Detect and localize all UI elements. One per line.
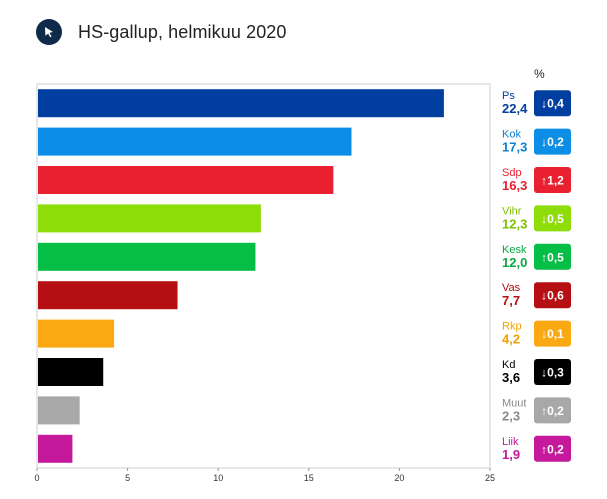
bar-vas <box>38 281 178 310</box>
page-title: HS-gallup, helmikuu 2020 <box>78 21 287 42</box>
cursor-arrow-icon <box>45 27 53 38</box>
party-label-kd: Kd <box>502 359 515 371</box>
change-badge-liik <box>534 435 571 462</box>
x-tick-label: 10 <box>213 473 223 483</box>
change-badge-kesk <box>534 243 571 270</box>
party-label-ps: Ps <box>502 90 515 102</box>
x-tick-label: 25 <box>485 473 495 483</box>
change-badge-sdp <box>534 167 571 193</box>
x-tick-label: 20 <box>394 473 404 483</box>
party-label-kok: Kok <box>502 129 521 141</box>
bar-sdp <box>38 166 334 194</box>
change-badge-kd <box>534 359 571 385</box>
bar-liik <box>38 434 73 463</box>
value-label-ps: 22,4 <box>502 101 528 116</box>
change-badge-kok <box>534 128 571 155</box>
value-label-liik: 1,9 <box>502 447 520 462</box>
change-value-vas: ↓0,6 <box>541 289 564 303</box>
party-label-muut: Muut <box>502 397 526 409</box>
bar-ps <box>38 89 444 118</box>
value-label-vas: 7,7 <box>502 293 520 308</box>
change-value-sdp: ↑1,2 <box>541 174 564 188</box>
party-label-rkp: Rkp <box>502 321 522 333</box>
value-label-kesk: 12,0 <box>502 255 527 270</box>
party-label-kesk: Kesk <box>502 244 527 256</box>
value-label-kd: 3,6 <box>502 370 520 385</box>
change-badge-ps <box>534 90 571 117</box>
change-badge-rkp <box>534 320 571 347</box>
x-tick-label: 0 <box>34 473 39 483</box>
change-badge-vihr <box>534 205 571 232</box>
change-value-kd: ↓0,3 <box>541 366 564 380</box>
bar-kesk <box>38 242 256 271</box>
value-label-rkp: 4,2 <box>502 332 520 347</box>
x-tick-label: 15 <box>304 473 314 483</box>
value-label-kok: 17,3 <box>502 140 527 155</box>
change-value-liik: ↑0,2 <box>541 442 564 456</box>
change-value-kok: ↓0,2 <box>541 135 564 149</box>
party-label-sdp: Sdp <box>502 167 522 179</box>
change-value-ps: ↓0,4 <box>541 97 564 111</box>
bar-rkp <box>38 319 115 348</box>
bar-muut <box>38 396 80 425</box>
value-label-muut: 2,3 <box>502 408 520 423</box>
plot-frame <box>36 83 491 469</box>
bar-vihr <box>38 204 261 233</box>
party-label-liik: Liik <box>502 436 519 448</box>
change-value-rkp: ↓0,1 <box>541 327 564 341</box>
party-label-vihr: Vihr <box>502 205 522 217</box>
change-badge-vas <box>534 282 571 309</box>
value-label-vihr: 12,3 <box>502 216 527 231</box>
value-label-sdp: 16,3 <box>502 178 527 193</box>
change-value-kesk: ↑0,5 <box>541 250 564 264</box>
bar-kok <box>38 127 352 156</box>
party-label-vas: Vas <box>502 282 521 294</box>
change-value-vihr: ↓0,5 <box>541 212 564 226</box>
change-value-muut: ↑0,2 <box>541 404 564 418</box>
change-badge-muut <box>534 397 571 424</box>
bar-kd <box>38 358 104 386</box>
x-tick-label: 5 <box>125 473 130 483</box>
header: HS-gallup, helmikuu 2020 <box>36 14 287 50</box>
logo-icon[interactable] <box>36 19 62 45</box>
change-column-header: % <box>534 67 545 81</box>
